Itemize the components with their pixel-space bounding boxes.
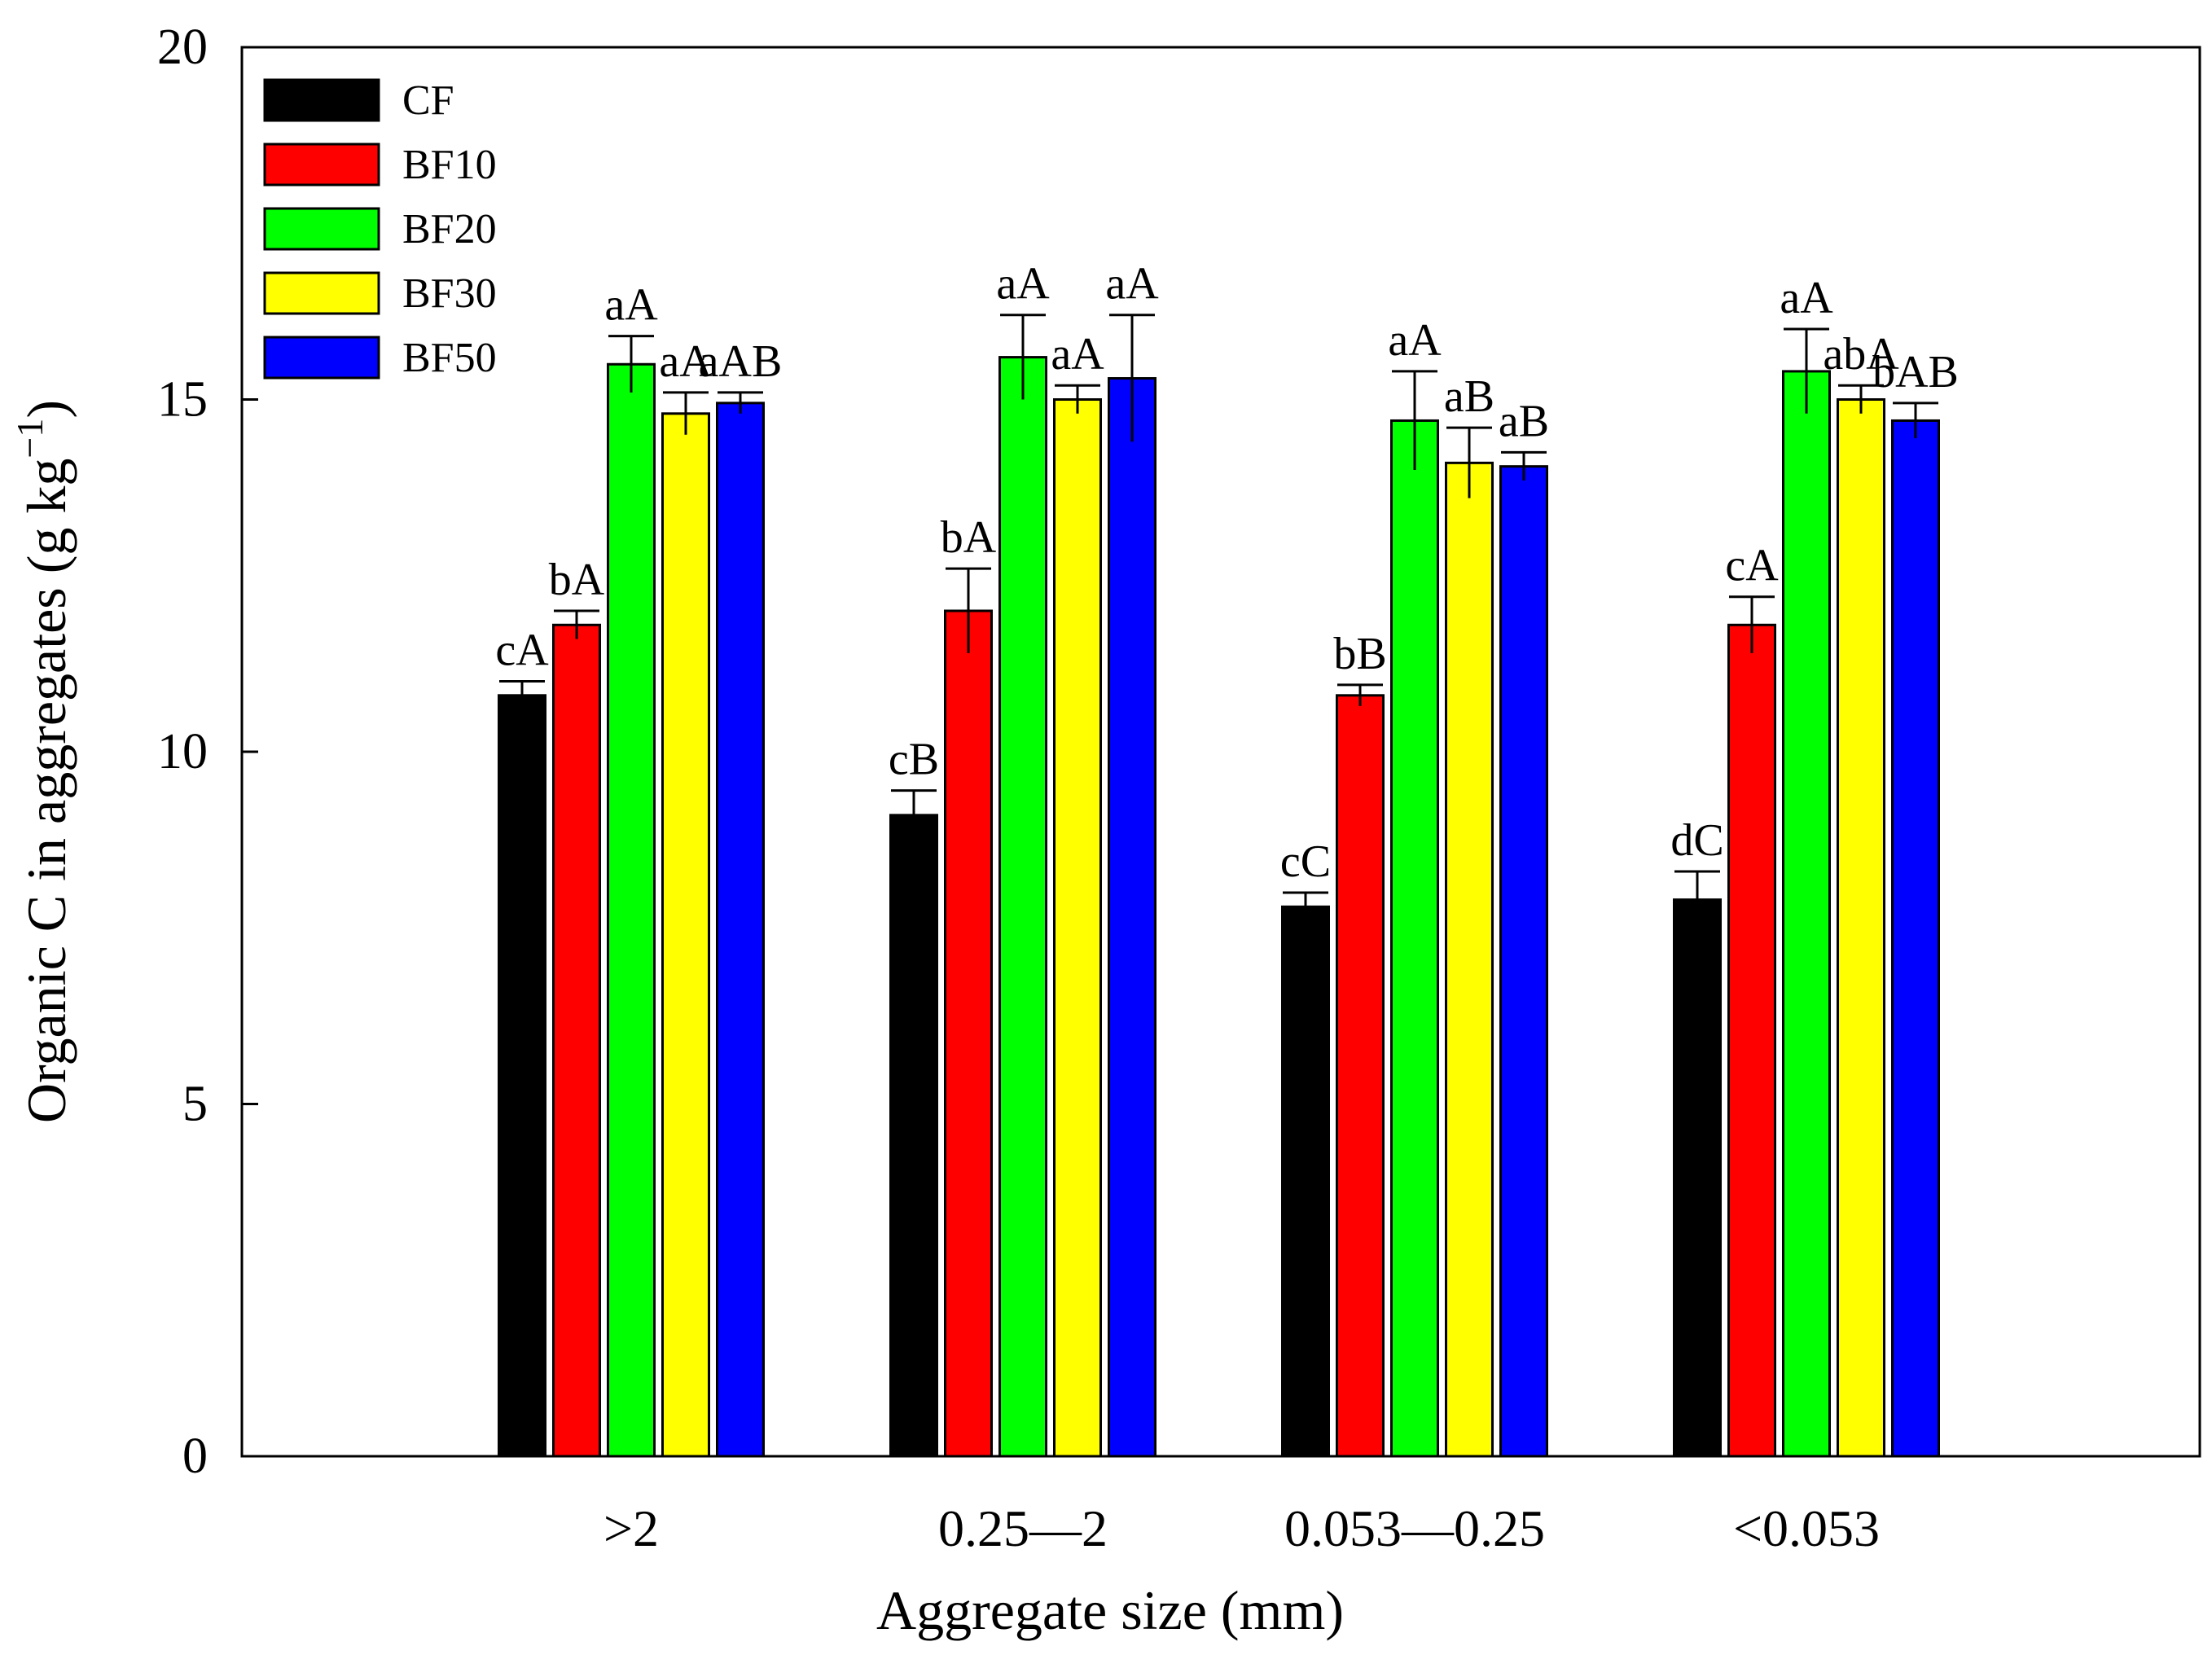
legend-label: BF50 bbox=[402, 335, 497, 381]
bar bbox=[1053, 398, 1102, 1458]
significance-label: cB bbox=[889, 735, 939, 785]
significance-label: aA bbox=[1105, 259, 1159, 309]
significance-label: aB bbox=[1444, 371, 1494, 422]
x-tick-label: 0.053—0.25 bbox=[1284, 1499, 1545, 1557]
legend: CF BF10 BF20 BF30 BF50 bbox=[263, 77, 497, 381]
legend-swatch bbox=[263, 336, 380, 380]
significance-label: bA bbox=[941, 512, 997, 563]
x-tick-label: <0.053 bbox=[1733, 1499, 1880, 1557]
bar bbox=[944, 609, 993, 1458]
y-axis-label-superscript: −1 bbox=[9, 419, 50, 459]
bar bbox=[716, 402, 765, 1458]
y-axis-label-close: ) bbox=[15, 400, 77, 419]
y-axis-label-main: Organic C in aggregates (g kg bbox=[15, 459, 77, 1123]
bar bbox=[1891, 419, 1940, 1458]
bar bbox=[889, 814, 938, 1458]
bar bbox=[607, 362, 656, 1458]
bar bbox=[1336, 694, 1385, 1458]
bar bbox=[1108, 377, 1156, 1458]
bar bbox=[1837, 398, 1885, 1458]
significance-label: aA bbox=[659, 336, 713, 387]
significance-label: aA bbox=[996, 259, 1050, 309]
significance-label: aB bbox=[1499, 396, 1549, 446]
bars-layer bbox=[498, 356, 1940, 1458]
legend-label: BF30 bbox=[402, 270, 497, 317]
bar bbox=[498, 694, 546, 1458]
significance-label: bA bbox=[549, 555, 605, 605]
bar bbox=[1445, 461, 1494, 1458]
significance-label: abA bbox=[1823, 329, 1899, 380]
legend-swatch bbox=[263, 207, 380, 251]
significance-label: aAB bbox=[699, 336, 783, 387]
significance-label: aA bbox=[604, 280, 658, 331]
y-axis-label: Organic C in aggregates (g kg−1) bbox=[9, 400, 77, 1123]
significance-label: aA bbox=[1780, 273, 1833, 323]
bar bbox=[1281, 905, 1330, 1458]
bar bbox=[1782, 370, 1831, 1458]
y-tick-label: 15 bbox=[157, 372, 208, 428]
significance-label: cA bbox=[495, 626, 549, 676]
x-tick-label: 0.25—2 bbox=[938, 1499, 1108, 1557]
axes-layer: 0 5 10 15 20 >2 0.25—2 0.053—0.25 <0.053 bbox=[157, 20, 2201, 1557]
x-axis-label: Aggregate size (mm) bbox=[876, 1579, 1344, 1641]
bar bbox=[998, 356, 1047, 1458]
significance-label: cA bbox=[1725, 541, 1779, 591]
y-tick-label: 0 bbox=[182, 1429, 208, 1484]
legend-swatch bbox=[263, 271, 380, 315]
bar bbox=[552, 623, 601, 1458]
significance-label: bAB bbox=[1872, 347, 1959, 397]
legend-swatch bbox=[263, 143, 380, 187]
bar bbox=[1499, 465, 1548, 1458]
y-tick-label: 5 bbox=[182, 1077, 208, 1132]
significance-label: cC bbox=[1280, 836, 1331, 887]
legend-label: BF20 bbox=[402, 206, 497, 252]
legend-label: CF bbox=[402, 77, 454, 124]
significance-label: aA bbox=[1051, 329, 1104, 380]
bar bbox=[661, 412, 710, 1458]
legend-label: BF10 bbox=[402, 142, 497, 188]
legend-swatch bbox=[263, 78, 380, 122]
bar bbox=[1673, 898, 1722, 1458]
y-tick-label: 20 bbox=[157, 20, 208, 75]
significance-label: aA bbox=[1388, 315, 1442, 366]
y-tick-label: 10 bbox=[157, 724, 208, 779]
bar bbox=[1390, 419, 1439, 1458]
error-bars-layer bbox=[499, 314, 1938, 928]
significance-label: dC bbox=[1670, 815, 1723, 866]
bar bbox=[1727, 623, 1776, 1458]
x-tick-label: >2 bbox=[603, 1499, 659, 1557]
significance-label: bB bbox=[1333, 629, 1386, 679]
